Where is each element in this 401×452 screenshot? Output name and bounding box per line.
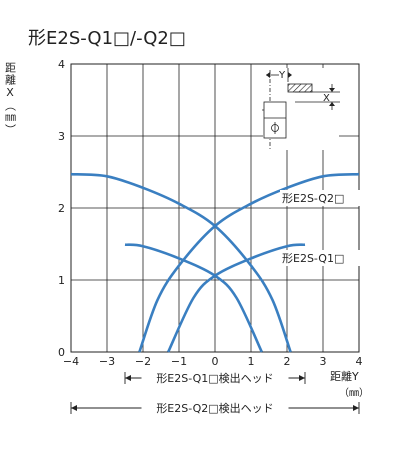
- y-tick-label: 4: [58, 58, 65, 71]
- series-1-right-curve: [138, 172, 360, 353]
- x-tick-label: 4: [356, 355, 363, 368]
- x-axis-label: 距離Y: [330, 369, 359, 383]
- x-tick-labels: −4 −3 −2 −1 0 1 2 3 4: [63, 355, 363, 368]
- x-tick-label: −4: [63, 355, 79, 368]
- inset-y-label: Y: [278, 70, 286, 81]
- series-2-left-curve: [124, 243, 263, 353]
- q1-head-range-label: 形E2S-Q1□検出ヘッド: [156, 371, 273, 385]
- y-tick-label: 2: [58, 202, 65, 215]
- series-2-right-curve: [167, 243, 306, 353]
- curves: [70, 172, 360, 353]
- y-tick-label: 0: [58, 346, 65, 359]
- x-axis-unit: （㎜）: [339, 387, 369, 399]
- x-tick-label: −2: [135, 355, 151, 368]
- series-label-q1: 形E2S-Q1□: [280, 250, 360, 266]
- plot-area: −4 −3 −2 −1 0 1 2 3 4 0 1 2 3 4 形E2S-Q2□ 形E2S-Q1□ Y: [58, 58, 363, 368]
- x-tick-label: 3: [320, 355, 327, 368]
- x-tick-label: 0: [212, 355, 219, 368]
- x-tick-label: 1: [248, 355, 255, 368]
- series-1-left-curve: [70, 172, 292, 353]
- q1-head-range: 形E2S-Q1□検出ヘッド: [124, 370, 306, 386]
- x-tick-label: −3: [99, 355, 115, 368]
- series-label-q2: 形E2S-Q2□: [280, 190, 360, 206]
- y-tick-label: 3: [58, 130, 65, 143]
- y-tick-labels: 0 1 2 3 4: [58, 58, 65, 359]
- sensor-inset-diagram: Y X: [262, 68, 340, 150]
- svg-text:形E2S-Q1□: 形E2S-Q1□: [282, 252, 344, 265]
- svg-text:形E2S-Q2□: 形E2S-Q2□: [282, 192, 344, 205]
- chart-title: 形E2S-Q1□/-Q2□: [28, 28, 186, 49]
- x-tick-label: 2: [284, 355, 291, 368]
- y-axis-label: 距離X（㎜）: [4, 62, 17, 136]
- q2-head-range: 形E2S-Q2□検出ヘッド: [70, 400, 360, 416]
- x-tick-label: −1: [171, 355, 187, 368]
- q2-head-range-label: 形E2S-Q2□検出ヘッド: [156, 401, 273, 415]
- y-tick-label: 1: [58, 274, 65, 287]
- inset-x-label: X: [323, 93, 330, 104]
